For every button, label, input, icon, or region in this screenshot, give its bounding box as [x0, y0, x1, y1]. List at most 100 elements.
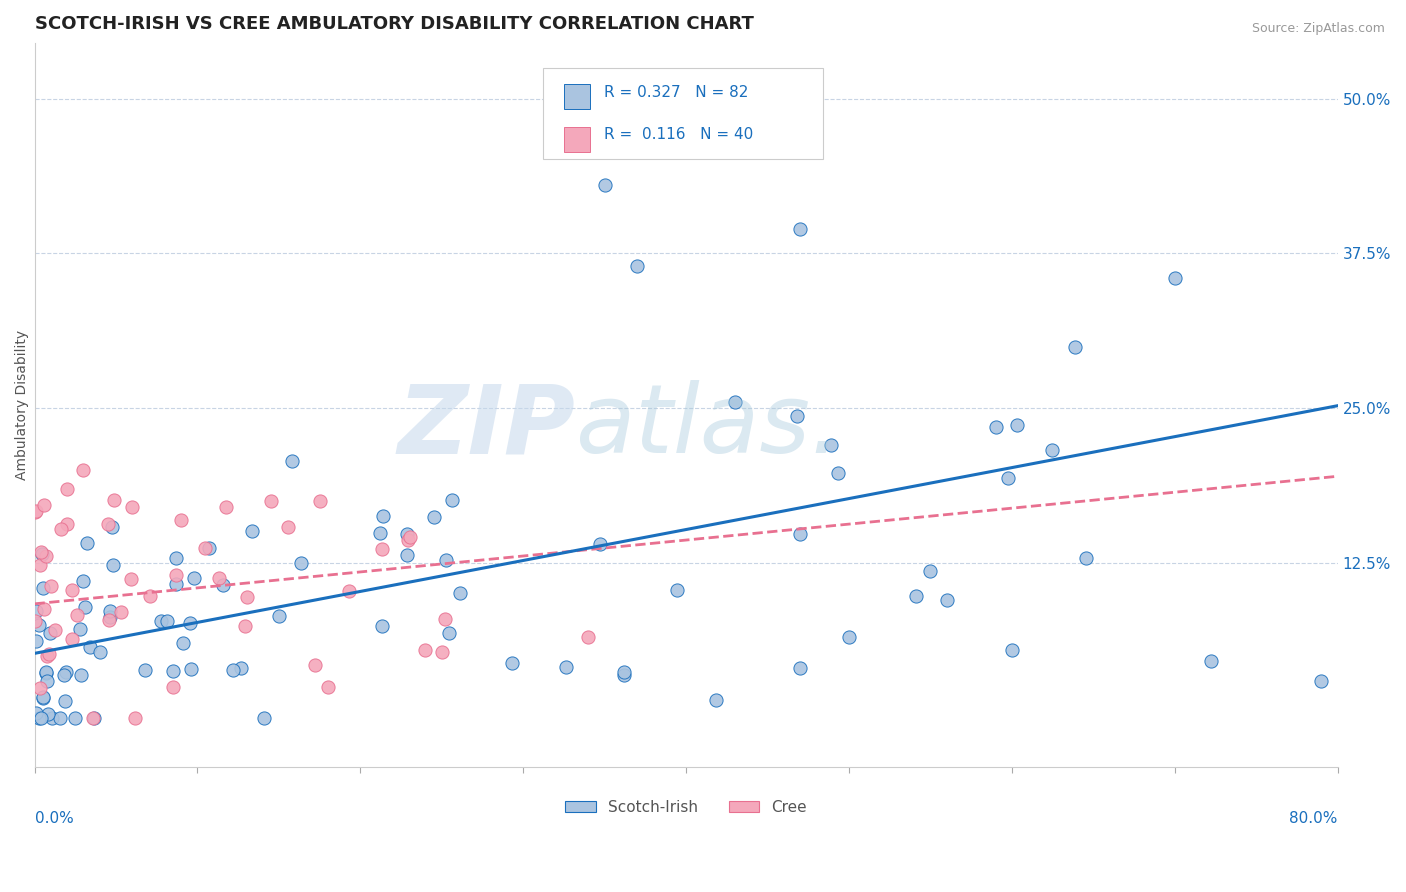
Point: [56, 516, 79, 531]
Point: [149, 614, 172, 628]
Point: [30, 711, 52, 725]
Text: ZIP: ZIP: [398, 380, 575, 474]
Point: [32, 498, 55, 512]
Point: [139, 589, 162, 603]
Point: [97, 613, 120, 627]
Point: [48, 711, 70, 725]
Point: [79, 640, 101, 655]
Point: [555, 660, 578, 674]
Point: [37, 707, 59, 722]
Point: [38, 647, 60, 661]
Point: [666, 582, 689, 597]
Point: [290, 557, 312, 571]
Point: [179, 615, 201, 630]
Point: [35, 549, 58, 564]
Point: [434, 612, 457, 626]
Point: [53, 668, 76, 682]
Point: [44, 623, 66, 637]
Point: [165, 568, 187, 582]
Y-axis label: Ambulatory Disability: Ambulatory Disability: [15, 330, 30, 480]
Point: [212, 578, 235, 592]
Point: [437, 625, 460, 640]
Point: [370, 542, 392, 557]
Point: [1164, 271, 1187, 285]
Point: [984, 419, 1007, 434]
FancyBboxPatch shape: [564, 84, 589, 109]
Point: [415, 642, 437, 657]
Point: [124, 711, 146, 725]
Point: [194, 541, 217, 556]
Point: [1076, 551, 1098, 566]
Point: [304, 658, 326, 673]
Point: [838, 630, 860, 644]
Point: [120, 572, 142, 586]
FancyBboxPatch shape: [564, 127, 589, 152]
Point: [24, 614, 46, 628]
Point: [626, 259, 648, 273]
Point: [337, 583, 360, 598]
Point: [704, 692, 727, 706]
Point: [39, 579, 62, 593]
Point: [121, 500, 143, 515]
Point: [28, 711, 51, 725]
Point: [789, 221, 811, 235]
Point: [55, 665, 77, 679]
Point: [134, 663, 156, 677]
Legend: Scotch-Irish, Cree: Scotch-Irish, Cree: [560, 794, 813, 822]
Point: [368, 526, 391, 541]
Point: [34, 665, 56, 679]
Point: [170, 513, 193, 527]
Text: R =  0.116   N = 40: R = 0.116 N = 40: [605, 128, 754, 143]
Point: [37, 673, 59, 688]
Point: [28, 681, 51, 695]
Point: [53, 694, 76, 708]
Point: [162, 680, 184, 694]
Point: [423, 510, 446, 524]
Point: [1005, 418, 1028, 433]
Point: [183, 571, 205, 585]
Point: [56, 482, 79, 496]
Point: [156, 614, 179, 628]
Point: [827, 466, 849, 480]
Point: [399, 530, 422, 544]
Point: [31, 691, 53, 706]
Point: [98, 603, 121, 617]
Point: [66, 608, 89, 623]
Point: [198, 541, 221, 555]
Point: [214, 500, 236, 515]
Point: [236, 590, 259, 604]
Point: [434, 553, 457, 567]
Point: [1310, 673, 1333, 688]
Point: [613, 665, 636, 679]
Point: [89, 645, 111, 659]
Point: [51, 522, 73, 536]
Text: 80.0%: 80.0%: [1289, 811, 1337, 826]
Point: [110, 605, 132, 619]
Point: [935, 593, 957, 607]
Point: [396, 533, 419, 547]
Text: R = 0.327   N = 82: R = 0.327 N = 82: [605, 85, 748, 100]
Point: [98, 609, 121, 624]
Point: [72, 574, 94, 588]
Point: [35, 666, 58, 681]
Point: [24, 634, 46, 648]
Text: 0.0%: 0.0%: [35, 811, 73, 826]
Point: [576, 630, 599, 644]
Point: [39, 626, 62, 640]
Point: [172, 636, 194, 650]
Point: [103, 492, 125, 507]
Point: [100, 520, 122, 534]
Point: [63, 711, 86, 725]
Point: [35, 648, 58, 663]
Point: [31, 690, 53, 705]
Point: [32, 581, 55, 595]
Point: [430, 645, 453, 659]
Point: [277, 520, 299, 534]
Point: [253, 711, 276, 725]
Point: [30, 558, 52, 572]
Text: atlas.: atlas.: [575, 380, 841, 474]
Point: [593, 178, 616, 193]
Point: [449, 586, 471, 600]
Point: [97, 517, 120, 532]
Point: [24, 604, 46, 618]
